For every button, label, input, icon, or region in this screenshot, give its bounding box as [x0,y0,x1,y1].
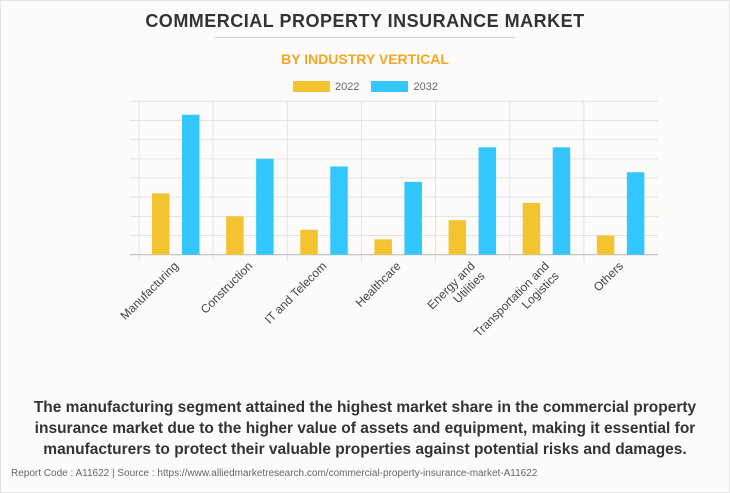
x-tick-label: Healthcare [353,259,404,310]
x-tick-label: Construction [198,259,256,317]
x-tick-label: IT and Telecom [262,259,330,327]
bar-2032-construction [256,158,274,255]
bar-2032-energy-and-utilities [478,147,497,255]
bar-2022-energy-and-utilities [448,220,467,255]
x-tick-label-line: Healthcare [353,259,404,310]
bar-2032-transportation-and-logistics [552,147,571,255]
bar-chart: Manufacturing Construction IT and Telecom H… [118,100,658,350]
x-tick-label-line: Construction [198,259,256,317]
bar-2022-it-and-telecom [300,229,318,255]
bar-2032-healthcare [404,181,422,255]
x-tick-label-line: Others [591,259,626,294]
bar-2032-it-and-telecom [330,166,348,255]
x-tick-label: Others [591,259,626,294]
x-tick-label-line: IT and Telecom [262,259,330,327]
legend-label-2022: 2022 [335,80,360,93]
legend-swatch-2022 [293,81,330,92]
bar-2032-manufacturing [182,114,200,255]
chart-title: COMMERCIAL PROPERTY INSURANCE MARKET [145,11,585,31]
x-tick-label: Manufacturing [118,259,182,323]
legend-label-2032: 2032 [413,80,438,93]
title-divider [215,37,515,38]
legend-item-2032[interactable]: 2032 [371,80,438,93]
x-tick-label-line: Manufacturing [118,259,182,323]
bar-2022-healthcare [374,239,392,255]
legend-item-2022[interactable]: 2022 [293,81,365,93]
bar-2032-others [626,172,645,255]
legend: 2022 2032 [293,80,444,93]
bar-2022-others [596,235,615,255]
x-tick-label: Transportation andLogistics [471,259,562,350]
x-tick-label: Energy andUtilities [424,259,487,322]
bar-2022-construction [226,216,244,255]
chart-subtitle: BY INDUSTRY VERTICAL [281,51,449,67]
bar-2022-manufacturing [152,193,170,255]
chart-caption: The manufacturing segment attained the h… [33,399,697,458]
bar-2022-transportation-and-logistics [522,202,541,255]
source-footer: Report Code : A11622 | Source : https://… [11,468,538,479]
legend-swatch-2032 [371,81,409,92]
